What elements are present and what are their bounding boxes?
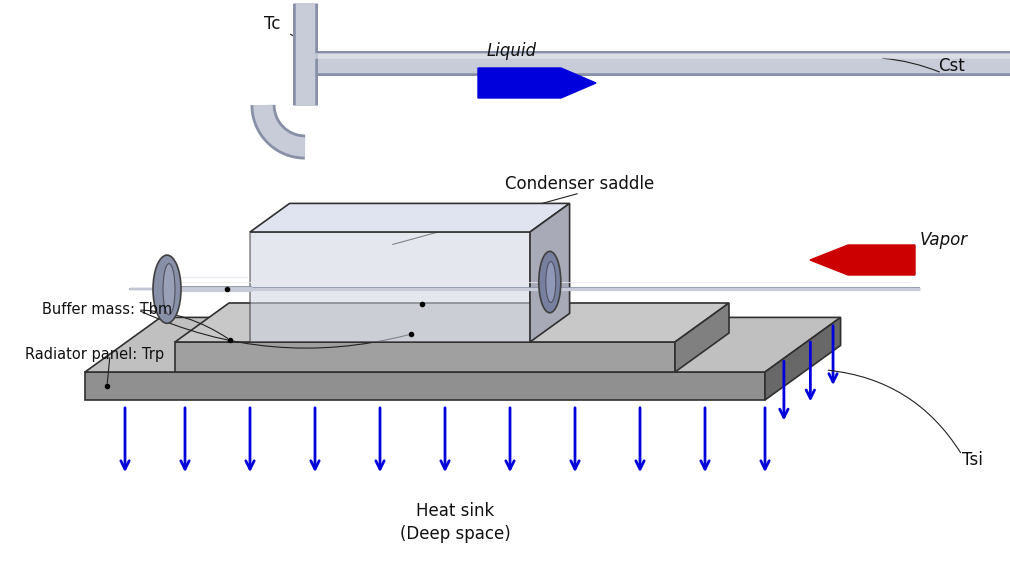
Polygon shape <box>175 342 675 372</box>
FancyArrow shape <box>478 68 596 98</box>
Polygon shape <box>675 303 729 372</box>
Ellipse shape <box>538 251 561 313</box>
Text: Radiator panel: Trp: Radiator panel: Trp <box>25 347 164 363</box>
Ellipse shape <box>153 255 181 323</box>
Polygon shape <box>250 232 530 342</box>
FancyArrow shape <box>810 245 915 275</box>
Ellipse shape <box>545 262 556 302</box>
Polygon shape <box>530 203 570 342</box>
Text: Buffer mass: Tbm: Buffer mass: Tbm <box>42 302 172 318</box>
Polygon shape <box>250 203 570 232</box>
Ellipse shape <box>163 264 175 315</box>
Text: Condenser saddle: Condenser saddle <box>505 175 654 193</box>
Text: Tsi: Tsi <box>962 451 983 469</box>
Polygon shape <box>175 303 729 342</box>
Text: Tc: Tc <box>264 15 280 33</box>
Polygon shape <box>765 318 840 400</box>
Text: Cst: Cst <box>938 57 965 75</box>
Text: Liquid: Liquid <box>487 42 537 60</box>
Text: Vapor: Vapor <box>920 231 969 249</box>
Polygon shape <box>85 372 765 400</box>
Text: Heat sink
(Deep space): Heat sink (Deep space) <box>400 502 510 543</box>
Polygon shape <box>85 318 840 372</box>
